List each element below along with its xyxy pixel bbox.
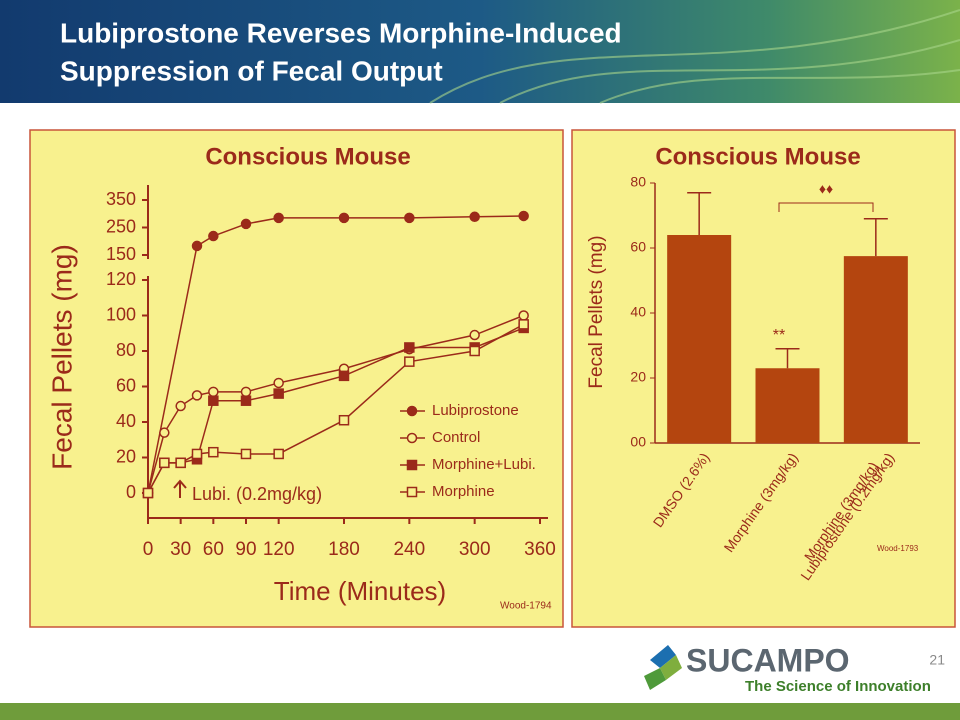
source-note: Wood-1793 (877, 544, 919, 553)
y-tick-label: 60 (116, 375, 136, 395)
data-point (208, 230, 219, 242)
data-point (338, 370, 350, 382)
bar (755, 368, 820, 443)
annotation: ♦♦ (819, 181, 833, 197)
y-tick-label: 00 (630, 434, 646, 450)
error-bar (687, 192, 712, 235)
data-point (208, 446, 219, 458)
legend-label: Morphine+Lubi. (432, 456, 536, 473)
footer-band (0, 703, 960, 720)
data-point (338, 414, 350, 426)
data-point (518, 210, 529, 222)
logo-shape (650, 645, 676, 668)
data-point (404, 212, 415, 224)
x-axis-label: Time (Minutes) (274, 576, 446, 606)
annotation: Lubi. (0.2mg/kg) (192, 484, 322, 504)
page-number: 21 (929, 652, 945, 668)
data-point (273, 448, 284, 460)
slide-title: Suppression of Fecal Output (60, 55, 443, 86)
annotation: ** (773, 327, 785, 344)
x-tick-label: 30 (170, 539, 191, 560)
data-point (159, 457, 170, 469)
y-tick-label: 350 (106, 189, 136, 209)
data-point (518, 310, 529, 321)
error-bar (863, 218, 888, 257)
legend-label: Morphine (432, 483, 495, 500)
data-point (208, 395, 219, 406)
x-tick-label: 60 (203, 539, 224, 560)
data-point (338, 212, 350, 224)
header-band (0, 0, 960, 103)
data-point (191, 448, 203, 460)
y-tick-label: 150 (106, 244, 136, 264)
x-tick-label: 90 (235, 539, 256, 560)
logo-text: SUCAMPO (686, 642, 850, 678)
legend-label: Lubiprostone (432, 402, 519, 419)
data-point (142, 487, 154, 499)
y-tick-label: 20 (630, 369, 646, 385)
y-tick-label: 0 (126, 482, 136, 502)
data-point (175, 400, 186, 412)
x-tick-label: 0 (143, 539, 154, 560)
x-tick-label: 300 (459, 539, 491, 560)
chart-title: Conscious Mouse (205, 143, 410, 170)
logo-shape (644, 668, 666, 690)
legend-marker (406, 459, 418, 471)
data-point (273, 388, 284, 399)
header-waves (429, 9, 960, 104)
legend-marker (406, 405, 418, 417)
data-point (404, 342, 415, 353)
data-point (469, 329, 480, 341)
data-point (240, 448, 252, 460)
y-tick-label: 60 (630, 239, 646, 255)
data-point (208, 386, 219, 398)
bar (667, 235, 732, 443)
slide-title: Lubiprostone Reverses Morphine-Induced (60, 17, 622, 48)
legend-marker (406, 432, 418, 444)
x-tick-label: 360 (524, 539, 556, 560)
data-point (469, 345, 480, 357)
annotation-arrow (173, 479, 187, 498)
data-point (175, 457, 186, 469)
y-tick-label: 40 (116, 411, 136, 431)
logo-shape (660, 655, 682, 680)
significance-bracket (778, 202, 874, 212)
data-point (240, 395, 252, 406)
data-point (191, 390, 203, 401)
data-point (240, 218, 252, 230)
bar (843, 256, 908, 443)
y-tick-label: 80 (630, 174, 646, 190)
x-tick-label: 120 (263, 539, 295, 560)
y-tick-label: 100 (106, 304, 136, 324)
error-bar (775, 348, 800, 369)
y-tick-label: 40 (630, 304, 646, 320)
data-point (159, 427, 170, 438)
legend-marker (406, 486, 418, 498)
data-point (404, 356, 415, 367)
source-note: Wood-1794 (500, 601, 552, 612)
y-tick-label: 80 (116, 340, 136, 360)
data-point (191, 240, 203, 252)
data-point (273, 212, 284, 224)
x-tick-label: 180 (328, 539, 360, 560)
x-tick-label: 240 (393, 539, 425, 560)
data-point (273, 377, 284, 389)
chart-title: Conscious Mouse (655, 143, 860, 170)
y-axis-label: Fecal Pellets (mg) (46, 244, 77, 470)
y-tick-label: 20 (116, 446, 136, 466)
data-point (240, 386, 252, 398)
tagline: The Science of Innovation (745, 678, 931, 695)
data-point (469, 211, 480, 223)
data-point (518, 319, 529, 330)
y-tick-label: 120 (106, 269, 136, 289)
legend-label: Control (432, 429, 480, 446)
logo-icon (644, 645, 682, 690)
y-axis-label: Fecal Pellets (mg) (586, 235, 607, 388)
y-tick-label: 250 (106, 216, 136, 236)
